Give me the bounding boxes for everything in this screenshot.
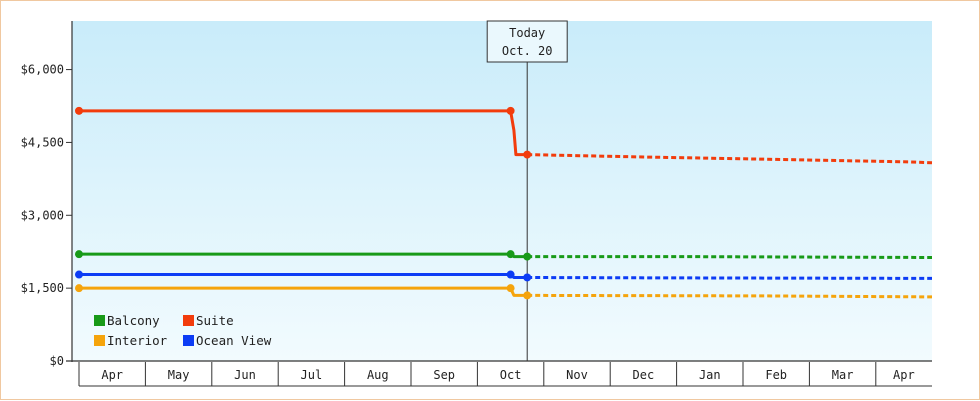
data-point-ocean-view — [75, 270, 83, 279]
data-point-ocean-view — [523, 273, 532, 282]
today-label: Today — [509, 26, 545, 40]
series-line-suite — [79, 109, 528, 157]
series-lines — [75, 106, 933, 300]
data-point-suite — [523, 150, 532, 159]
x-tick-label: Dec — [633, 368, 655, 382]
legend-label-ocean-view: Ocean View — [196, 333, 272, 348]
data-point-balcony — [506, 250, 515, 259]
x-tick-label: Nov — [566, 368, 588, 382]
x-tick-label: May — [168, 368, 190, 382]
legend-label-suite: Suite — [196, 313, 234, 328]
series-forecast-ocean-view — [527, 276, 933, 280]
series-forecast-balcony — [527, 255, 933, 259]
x-tick-label: Feb — [765, 368, 787, 382]
x-tick-label: Aug — [367, 368, 389, 382]
legend-label-balcony: Balcony — [107, 313, 160, 328]
x-tick-label: Apr — [101, 368, 123, 382]
x-tick-label: Mar — [832, 368, 854, 382]
data-point-suite — [75, 106, 83, 115]
today-marker: Today Oct. 20 — [486, 20, 568, 361]
y-tick-label: $4,500 — [21, 135, 64, 149]
today-box — [486, 20, 568, 63]
legend-label-interior: Interior — [107, 333, 168, 348]
x-tick-label: Jan — [699, 368, 721, 382]
y-tick-label: $1,500 — [21, 281, 64, 295]
series-forecast-interior — [527, 293, 933, 299]
data-point-balcony — [523, 252, 532, 261]
y-tick-label: $6,000 — [21, 63, 64, 77]
legend-swatch-balcony — [94, 315, 105, 326]
data-point-balcony — [75, 250, 83, 259]
data-point-ocean-view — [506, 270, 515, 279]
x-tick-label: Apr — [893, 368, 915, 382]
axes: $0 $1,500 $3,000 $4,500 $6,000 Apr May Jun Jul Au… — [21, 21, 932, 387]
data-point-interior — [523, 291, 532, 300]
data-point-interior — [506, 284, 515, 293]
y-tick-label: $0 — [50, 354, 64, 368]
data-point-suite — [506, 106, 515, 115]
x-tick-label: Jul — [301, 368, 323, 382]
legend-swatch-interior — [94, 335, 105, 346]
legend-swatch-suite — [183, 315, 194, 326]
x-tick-label: Oct — [500, 368, 522, 382]
x-tick-label: Jun — [234, 368, 256, 382]
plot-area — [72, 21, 932, 361]
legend-swatch-ocean-view — [183, 335, 194, 346]
y-tick-label: $3,000 — [21, 208, 64, 222]
series-forecast-suite — [527, 153, 933, 165]
data-point-interior — [75, 284, 83, 293]
x-tick-label: Sep — [433, 368, 455, 382]
legend: Balcony Suite Interior Ocean View — [94, 313, 272, 348]
today-date: Oct. 20 — [502, 44, 553, 58]
